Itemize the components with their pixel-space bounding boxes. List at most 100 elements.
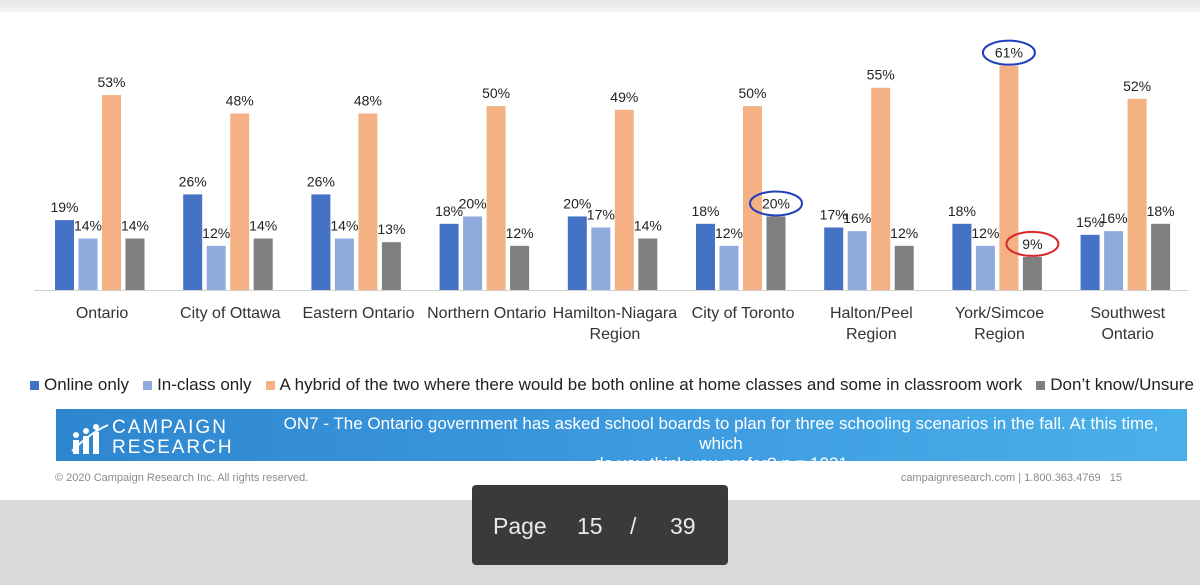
bar (1104, 231, 1124, 290)
category-label: York/Simcoe (955, 305, 1044, 322)
data-label: 18% (435, 203, 463, 219)
bar (358, 113, 378, 290)
slide-top-edge (0, 0, 1200, 12)
bar (894, 245, 914, 290)
data-label: 14% (121, 218, 149, 234)
bar (696, 223, 715, 290)
data-label: 9% (1022, 236, 1042, 252)
category-label: City of Toronto (692, 305, 795, 322)
data-label: 14% (634, 218, 662, 234)
bar (486, 106, 506, 291)
bar (719, 245, 739, 290)
bar (871, 87, 891, 290)
bar (1151, 223, 1171, 290)
bar (78, 238, 98, 290)
bar (55, 220, 74, 290)
data-label: 14% (249, 218, 277, 234)
data-label: 18% (1147, 203, 1175, 219)
bar (824, 227, 844, 290)
legend-swatch (1036, 380, 1046, 390)
bar (567, 216, 587, 290)
legend-item: Online only (30, 375, 129, 395)
legend-item: A hybrid of the two where there would be… (265, 375, 1022, 395)
campaign-research-logo: CAMPAIGN RESEARCH (70, 417, 240, 457)
current-page-number: 15 (577, 513, 603, 539)
category-label: Ontario (1101, 326, 1154, 343)
legend-item: Don’t know/Unsure (1036, 375, 1194, 395)
bar (847, 231, 867, 290)
page-indicator: Page 15 / 39 (472, 485, 728, 565)
legend-swatch (143, 380, 153, 390)
logo-text-line2: RESEARCH (112, 437, 234, 458)
legend-label: Online only (44, 375, 130, 394)
data-label: 50% (482, 85, 510, 101)
data-label: 55% (867, 67, 895, 83)
data-label: 18% (948, 203, 976, 219)
data-label: 49% (610, 89, 638, 105)
data-label: 26% (179, 173, 207, 189)
category-label: Halton/Peel (830, 305, 913, 322)
logo-text-line1: CAMPAIGN (112, 417, 228, 438)
bar (334, 238, 354, 290)
bar (463, 216, 483, 290)
data-label: 12% (202, 225, 230, 241)
total-page-count: 39 (670, 513, 696, 539)
legend-swatch (265, 380, 275, 390)
highlight-circle (749, 190, 803, 217)
logo-people-icon (71, 424, 109, 454)
bar (311, 194, 331, 290)
data-label: 19% (50, 199, 78, 215)
data-label: 16% (843, 210, 871, 226)
category-label: Eastern Ontario (302, 305, 414, 322)
bar (206, 245, 226, 290)
contact-text: campaignresearch.com | 1.800.363.4769 (900, 472, 1101, 484)
data-label: 17% (587, 206, 615, 222)
data-label: 52% (1123, 78, 1151, 94)
grouped-bar-chart: 19% 14% 53% 14% Ontario 26% 12% 48% 14% City of O… (34, 39, 1188, 343)
bar (125, 238, 145, 290)
category-label: Region (974, 326, 1025, 343)
bar (253, 238, 273, 290)
bar (230, 113, 250, 290)
category-label: Ontario (76, 305, 129, 322)
bar (183, 194, 203, 290)
category-label: Hamilton-Niagara (553, 305, 678, 322)
legend-label: Don’t know/Unsure (1050, 375, 1194, 394)
bar (439, 223, 459, 290)
data-label: 20% (762, 195, 790, 211)
data-label: 12% (715, 225, 743, 241)
highlight-circle (981, 39, 1036, 66)
legend-label: In-class only (157, 375, 252, 394)
bar (999, 65, 1019, 290)
data-label: 16% (1100, 210, 1128, 226)
page-separator: / (630, 513, 637, 539)
bar (591, 227, 611, 290)
data-label: 48% (226, 92, 254, 108)
bar (510, 245, 530, 290)
data-label: 12% (890, 225, 918, 241)
bar (381, 242, 401, 290)
bar (975, 245, 995, 290)
data-label: 61% (995, 45, 1023, 61)
survey-question-line1: ON7 - The Ontario government has asked s… (283, 414, 1159, 453)
data-label: 14% (330, 218, 358, 234)
category-label: Region (846, 326, 897, 343)
bar (638, 238, 658, 290)
data-label: 13% (377, 221, 405, 237)
highlight-circle (1005, 230, 1060, 257)
bar (1127, 98, 1147, 290)
bar (1080, 234, 1100, 290)
copyright-text: © 2020 Campaign Research Inc. All rights… (55, 472, 309, 484)
data-label: 50% (738, 85, 766, 101)
data-label: 20% (459, 195, 487, 211)
slide-number: 15 (1109, 472, 1122, 484)
bar (766, 216, 786, 290)
legend-swatch (30, 380, 39, 390)
data-label: 15% (1076, 214, 1104, 230)
data-label: 48% (354, 92, 382, 108)
footer-contact: campaignresearch.com | 1.800.363.4769 15 (901, 472, 1122, 484)
page-label: Page (493, 513, 547, 539)
category-label: Northern Ontario (427, 305, 546, 322)
bar (614, 109, 634, 290)
bar (952, 223, 972, 290)
